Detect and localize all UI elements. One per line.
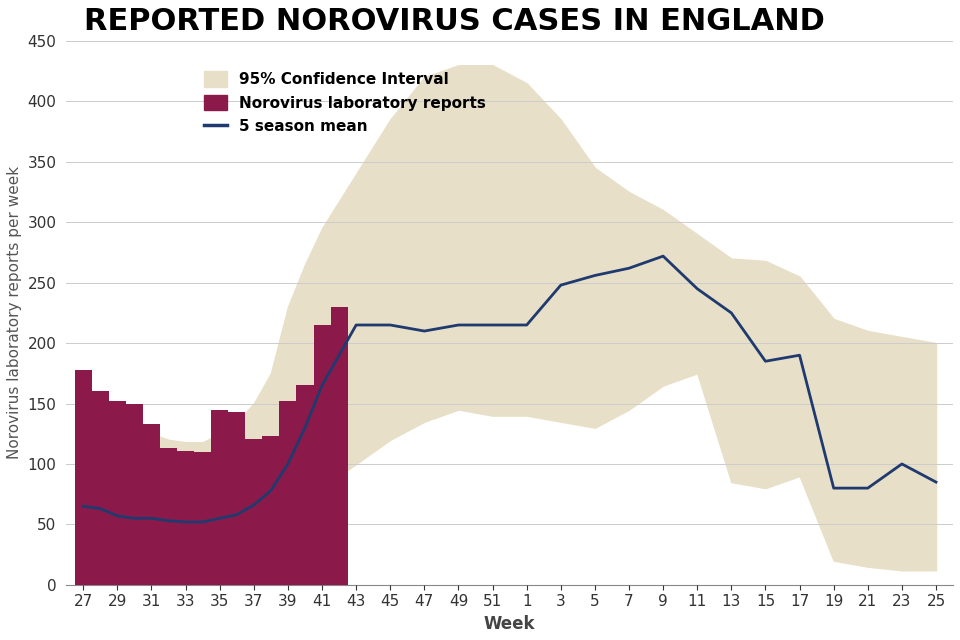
Bar (297, 385, 314, 585)
Bar (177, 451, 194, 585)
Bar (126, 404, 143, 585)
Bar (92, 392, 108, 585)
Y-axis label: Norovirus laboratory reports per week: Norovirus laboratory reports per week (7, 166, 22, 460)
Bar (194, 452, 211, 585)
Bar (262, 436, 279, 585)
Legend: 95% Confidence Interval, Norovirus laboratory reports, 5 season mean: 95% Confidence Interval, Norovirus labor… (198, 65, 492, 140)
Bar (160, 448, 177, 585)
Bar (108, 401, 126, 585)
Text: REPORTED NOROVIRUS CASES IN ENGLAND: REPORTED NOROVIRUS CASES IN ENGLAND (84, 7, 825, 36)
Bar (279, 401, 297, 585)
Bar (75, 370, 92, 585)
Bar (211, 410, 228, 585)
Bar (330, 307, 348, 585)
Bar (314, 325, 330, 585)
X-axis label: Week: Week (484, 615, 536, 633)
Bar (246, 438, 262, 585)
Bar (228, 412, 246, 585)
Bar (143, 424, 160, 585)
